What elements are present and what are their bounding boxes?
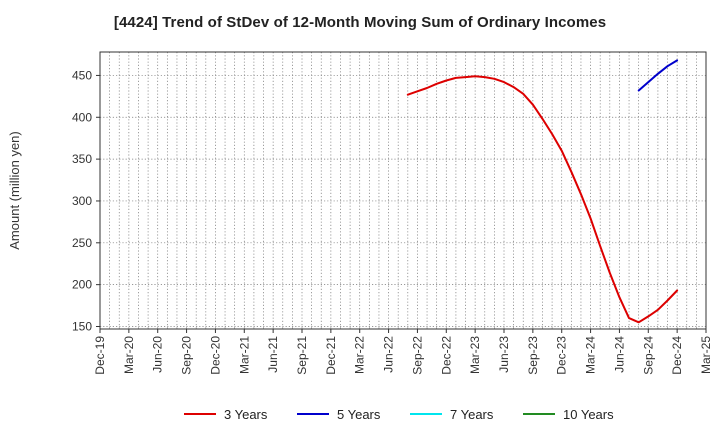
x-tick-label: Mar-23	[468, 336, 482, 374]
y-tick-label: 350	[72, 152, 92, 166]
plot-frame	[99, 51, 707, 330]
x-tick-label: Sep-24	[641, 336, 655, 375]
y-tick-label: 450	[72, 68, 92, 82]
series-line-5-years	[637, 59, 679, 92]
x-tick-label: Jun-23	[497, 336, 511, 373]
y-tick-label: 250	[72, 236, 92, 250]
x-tick-label: Mar-25	[699, 336, 713, 374]
x-tick-label: Dec-24	[670, 336, 684, 375]
x-tick-label: Sep-20	[180, 336, 194, 375]
axes: 150 200 250 300 350 400 450 Dec-19 Mar-20 Jun-20 S…	[7, 51, 713, 375]
y-axis-label: Amount (million yen)	[7, 131, 22, 250]
x-tick-label: Sep-21	[295, 336, 309, 375]
x-tick-label: Sep-22	[410, 336, 424, 375]
legend-label: 7 Years	[450, 407, 494, 422]
grid	[100, 52, 706, 329]
legend: 3 Years 5 Years 7 Years 10 Years	[184, 407, 614, 422]
x-tick-label: Dec-22	[439, 336, 453, 375]
x-tick-label: Jun-20	[151, 336, 165, 373]
legend-label: 10 Years	[563, 407, 614, 422]
legend-label: 5 Years	[337, 407, 381, 422]
x-tick-label: Jun-24	[612, 336, 626, 373]
x-tick-label: Mar-22	[353, 336, 367, 374]
x-tick-label: Jun-21	[266, 336, 280, 373]
x-tick-label: Mar-20	[122, 336, 136, 374]
x-tick-label: Dec-21	[324, 336, 338, 375]
x-tick-label: Mar-24	[584, 336, 598, 374]
y-tick-label: 400	[72, 110, 92, 124]
x-tick-label: Dec-19	[93, 336, 107, 375]
y-tick-label: 200	[72, 278, 92, 292]
x-tick-label: Dec-20	[208, 336, 222, 375]
x-tick-label: Jun-22	[382, 336, 396, 373]
x-tick-label: Sep-23	[526, 336, 540, 375]
series-line-3-years	[406, 75, 679, 324]
x-tick-label: Mar-21	[237, 336, 251, 374]
chart-title: [4424] Trend of StDev of 12-Month Moving…	[113, 14, 607, 31]
series-lines	[406, 59, 679, 324]
y-tick-label: 150	[72, 319, 92, 333]
legend-label: 3 Years	[224, 407, 268, 422]
y-tick-label: 300	[72, 194, 92, 208]
x-tick-label: Dec-23	[555, 336, 569, 375]
